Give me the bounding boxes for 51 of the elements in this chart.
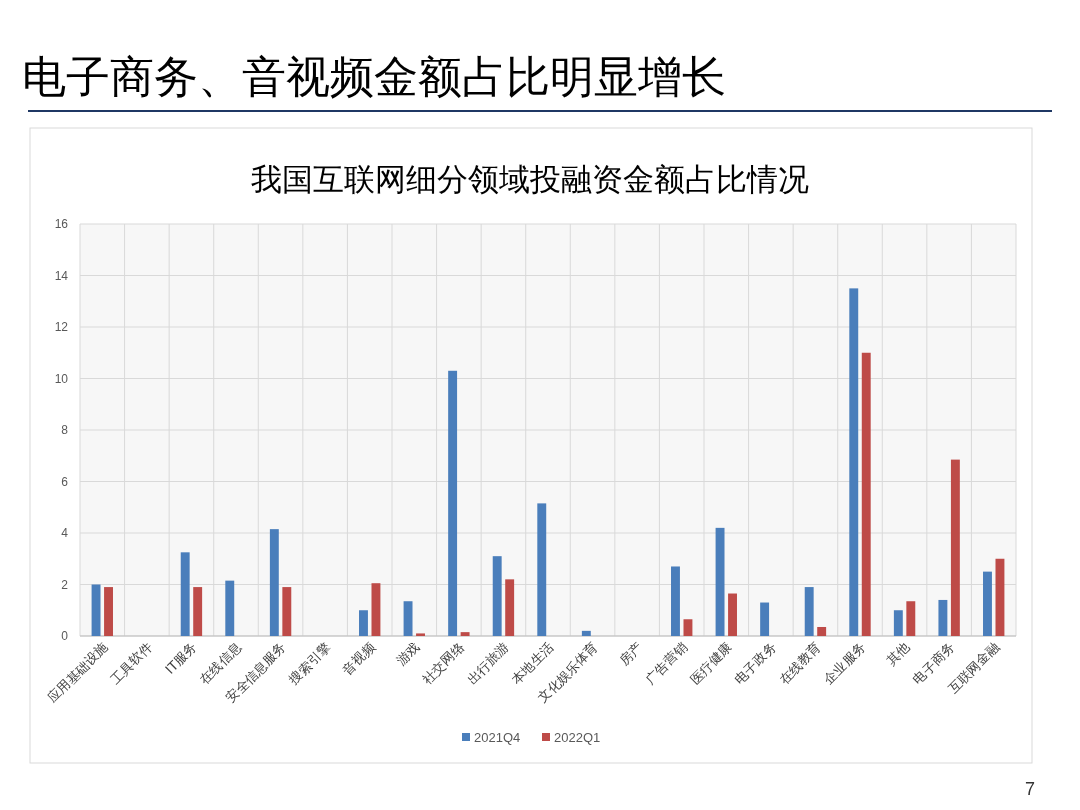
bar bbox=[728, 593, 737, 636]
bar bbox=[760, 602, 770, 636]
bar bbox=[938, 599, 948, 636]
bar bbox=[91, 584, 101, 636]
bar bbox=[804, 587, 814, 636]
bar bbox=[683, 619, 693, 636]
y-tick-label: 8 bbox=[61, 423, 69, 437]
y-tick-label: 4 bbox=[61, 526, 69, 540]
x-tick-label: 音视频 bbox=[339, 639, 378, 678]
chart-title: 电子商务、音视频金额占比明显增长 bbox=[22, 51, 726, 102]
x-tick-label: 搜索引擎 bbox=[285, 639, 334, 687]
text: 7 bbox=[1024, 779, 1035, 799]
legend-label: 2021Q4 bbox=[474, 730, 521, 745]
y-tick-label: 12 bbox=[54, 320, 69, 334]
y-tick-label: 6 bbox=[61, 474, 69, 489]
bar bbox=[537, 503, 547, 636]
bar bbox=[371, 583, 381, 636]
bar bbox=[983, 571, 992, 636]
y-tick-label: 2 bbox=[61, 577, 69, 592]
bar bbox=[403, 601, 413, 636]
bar bbox=[492, 556, 502, 636]
bar bbox=[460, 632, 470, 636]
bar bbox=[995, 558, 1005, 636]
y-tick-label: 10 bbox=[54, 371, 69, 386]
chart-subtitle: 我国互联网细分领域投融资金额占比情况 bbox=[251, 161, 809, 197]
bar bbox=[849, 288, 859, 636]
bar bbox=[416, 633, 425, 636]
bar bbox=[505, 579, 515, 636]
y-tick-label: 14 bbox=[54, 268, 69, 283]
bar bbox=[448, 370, 458, 636]
bar bbox=[180, 552, 190, 636]
bar bbox=[817, 626, 827, 636]
bar bbox=[581, 630, 591, 636]
bar bbox=[193, 587, 203, 636]
bar bbox=[104, 587, 113, 636]
bar bbox=[906, 601, 916, 636]
bar bbox=[269, 529, 279, 636]
bar bbox=[861, 352, 871, 636]
bar bbox=[950, 459, 960, 636]
bar bbox=[282, 587, 292, 636]
y-tick-label: 16 bbox=[54, 217, 69, 231]
bar bbox=[359, 610, 368, 636]
x-tick-label: 出行旅游 bbox=[464, 639, 512, 687]
legend-label: 2022Q1 bbox=[554, 730, 601, 745]
bar bbox=[715, 527, 725, 636]
x-tick-label: 其他 bbox=[883, 639, 913, 669]
x-tick-label: 游戏 bbox=[393, 639, 423, 669]
bar bbox=[225, 580, 235, 636]
bar bbox=[671, 566, 680, 636]
x-tick-label: IT服务 bbox=[162, 639, 200, 677]
bar bbox=[893, 610, 903, 636]
